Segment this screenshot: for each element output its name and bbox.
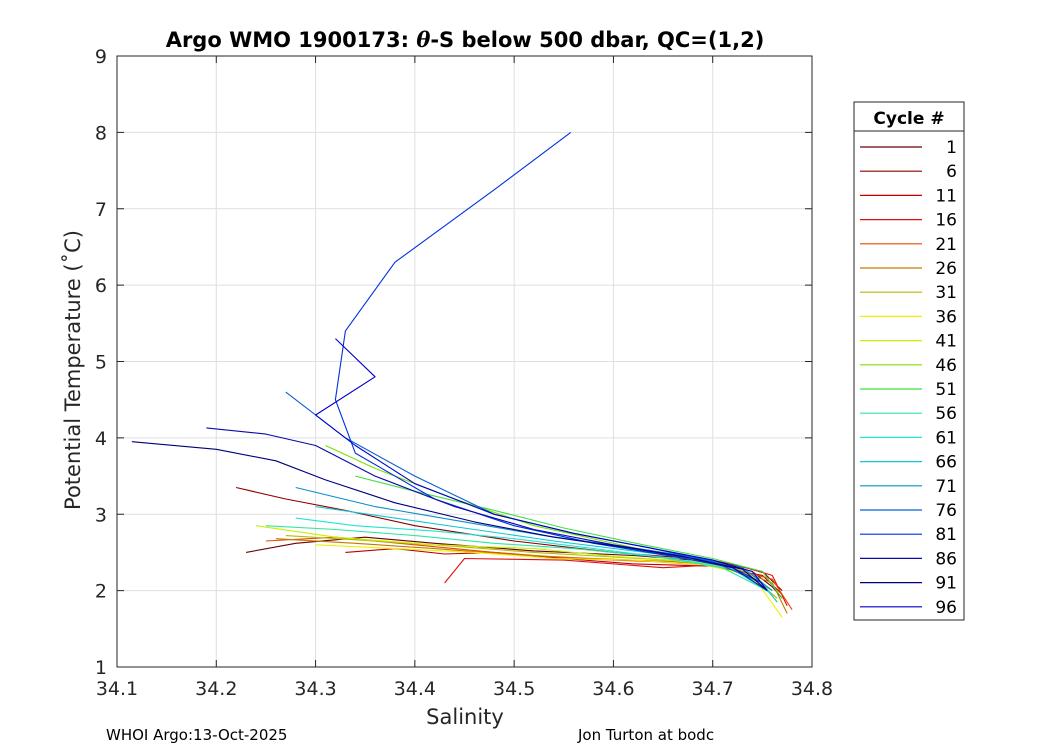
x-tick-label: 34.5 [493, 678, 535, 700]
chart-title: Argo WMO 1900173: θ-S below 500 dbar, QC… [166, 27, 765, 52]
legend-label: 36 [935, 307, 957, 327]
chart-title-theta: θ [416, 27, 430, 52]
x-tick-label: 34.1 [96, 678, 138, 700]
series-line-cycle-51 [355, 475, 783, 599]
y-axis-label: Potential Temperature (˚C) [61, 230, 85, 510]
y-tick-label: 7 [95, 199, 107, 221]
legend-label: 6 [946, 162, 957, 182]
legend-label: 76 [935, 501, 957, 521]
y-tick-label: 4 [95, 428, 107, 450]
y-tick-label: 5 [95, 352, 107, 374]
legend-label: 21 [935, 235, 957, 255]
series-line-cycle-96 [315, 338, 768, 591]
chart-title-post: -S below 500 dbar, QC=(1,2) [430, 28, 764, 52]
legend-label: 31 [935, 283, 957, 303]
legend-label: 46 [935, 356, 957, 376]
legend-label: 51 [935, 380, 957, 400]
y-tick-label: 2 [95, 581, 107, 603]
legend-label: 66 [935, 453, 957, 473]
x-tick-label: 34.3 [294, 678, 336, 700]
legend-label: 86 [935, 549, 957, 569]
series-line-cycle-91 [131, 441, 768, 592]
tick-marks [116, 55, 813, 668]
y-tick-label: 8 [95, 122, 107, 144]
legend-label: 1 [946, 138, 957, 158]
x-tick-labels: 34.1 34.2 34.3 34.4 34.5 34.6 34.7 34.8 [96, 678, 833, 700]
x-tick-label: 34.7 [692, 678, 734, 700]
footer-right-credit: Jon Turton at bodc [578, 726, 715, 744]
x-tick-label: 34.2 [195, 678, 237, 700]
legend-label: 41 [935, 332, 957, 352]
legend: Cycle # 16111621263136414651566166717681… [853, 101, 965, 621]
legend-label: 96 [935, 598, 957, 618]
legend-label: 81 [935, 525, 957, 545]
legend-title: Cycle # [873, 109, 944, 129]
legend-label: 26 [935, 259, 957, 279]
series-line-cycle-26 [275, 538, 788, 614]
legend-label: 71 [935, 477, 957, 497]
legend-label: 16 [935, 211, 957, 231]
x-tick-label: 34.8 [791, 678, 833, 700]
legend-label: 91 [935, 574, 957, 594]
y-tick-label: 1 [95, 657, 107, 679]
chart-title-pre: Argo WMO 1900173: [166, 28, 417, 52]
y-tick-label: 9 [95, 46, 107, 68]
x-tick-label: 34.4 [394, 678, 436, 700]
series-line-cycle-81 [334, 131, 763, 584]
legend-label: 56 [935, 404, 957, 424]
series-line-cycle-61 [295, 517, 773, 595]
legend-label: 11 [935, 186, 957, 206]
legend-label: 61 [935, 428, 957, 448]
y-tick-label: 6 [95, 275, 107, 297]
series-line-cycle-16 [444, 557, 788, 607]
y-tick-label: 3 [95, 504, 107, 526]
series-group [131, 131, 793, 618]
footer-left-credit: WHOI Argo:13-Oct-2025 [106, 726, 288, 744]
x-axis-label: Salinity [426, 705, 504, 729]
x-tick-label: 34.6 [592, 678, 634, 700]
y-tick-labels: 1 2 3 4 5 6 7 8 9 [95, 46, 107, 679]
grid [117, 56, 812, 667]
